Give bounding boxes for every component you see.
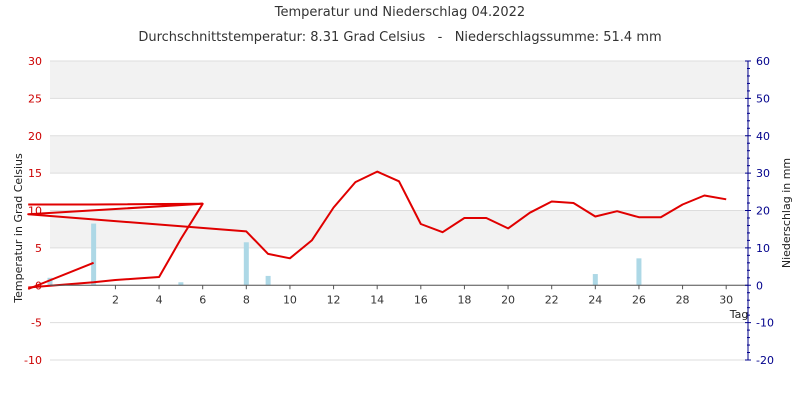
y-right-tick-label: 50 (756, 92, 770, 105)
x-tick-label: 26 (632, 293, 646, 306)
precipitation-bar (243, 242, 249, 286)
temperature-line (28, 203, 204, 289)
precipitation-bar (636, 258, 642, 286)
x-tick-label: 18 (457, 293, 471, 306)
y-right-tick-label: 20 (756, 205, 770, 218)
background-band (50, 210, 748, 248)
x-tick-label: 30 (719, 293, 733, 306)
x-tick-label: 10 (283, 293, 297, 306)
temperature-line (27, 261, 94, 290)
precipitation-bar (91, 223, 97, 286)
y-left-tick-label: 0 (35, 279, 42, 292)
x-axis-label: Tag (729, 308, 749, 321)
x-tick-label: 28 (676, 293, 690, 306)
precipitation-bar (178, 282, 184, 286)
x-tick-label: 24 (588, 293, 602, 306)
temperature-line (27, 170, 727, 260)
y-left-tick-label: 5 (35, 242, 42, 255)
y-right-tick-label: -10 (756, 317, 774, 330)
y-right-tick-label: 60 (756, 55, 770, 68)
y-right-tick-label: 40 (756, 130, 770, 143)
x-tick-label: 14 (370, 293, 384, 306)
background-band (50, 61, 748, 99)
y-left-tick-label: 20 (28, 130, 42, 143)
x-tick-label: 6 (199, 293, 206, 306)
y-left-tick-label: 25 (28, 92, 42, 105)
y-axis-left-label: Temperatur in Grad Celsius (12, 153, 25, 304)
y-left-tick-label: -10 (24, 354, 42, 367)
x-tick-label: 12 (327, 293, 341, 306)
y-left-tick-label: 10 (28, 205, 42, 218)
x-tick-label: 4 (156, 293, 163, 306)
precipitation-bar (47, 277, 53, 286)
y-left-tick-label: -5 (31, 317, 42, 330)
x-tick-label: 8 (243, 293, 250, 306)
y-right-tick-label: -20 (756, 354, 774, 367)
x-tick-label: 16 (414, 293, 428, 306)
y-right-tick-label: 0 (756, 279, 763, 292)
x-tick-label: 22 (545, 293, 559, 306)
y-left-tick-label: 30 (28, 55, 42, 68)
background-band (50, 135, 748, 174)
y-right-tick-label: 10 (756, 242, 770, 255)
chart-title: Temperatur und Niederschlag 04.2022 (274, 5, 525, 20)
chart-subtitle: Durchschnittstemperatur: 8.31 Grad Celsi… (138, 30, 661, 45)
plot-series (27, 170, 727, 290)
x-tick-label: 2 (112, 293, 119, 306)
y-right-tick-label: 30 (756, 167, 770, 180)
y-left-tick-label: 15 (28, 167, 42, 180)
precipitation-bar (592, 274, 598, 286)
precipitation-bar (265, 275, 271, 286)
x-tick-label: 20 (501, 293, 515, 306)
y-axis-right-label: Niederschlag in mm (780, 158, 793, 268)
